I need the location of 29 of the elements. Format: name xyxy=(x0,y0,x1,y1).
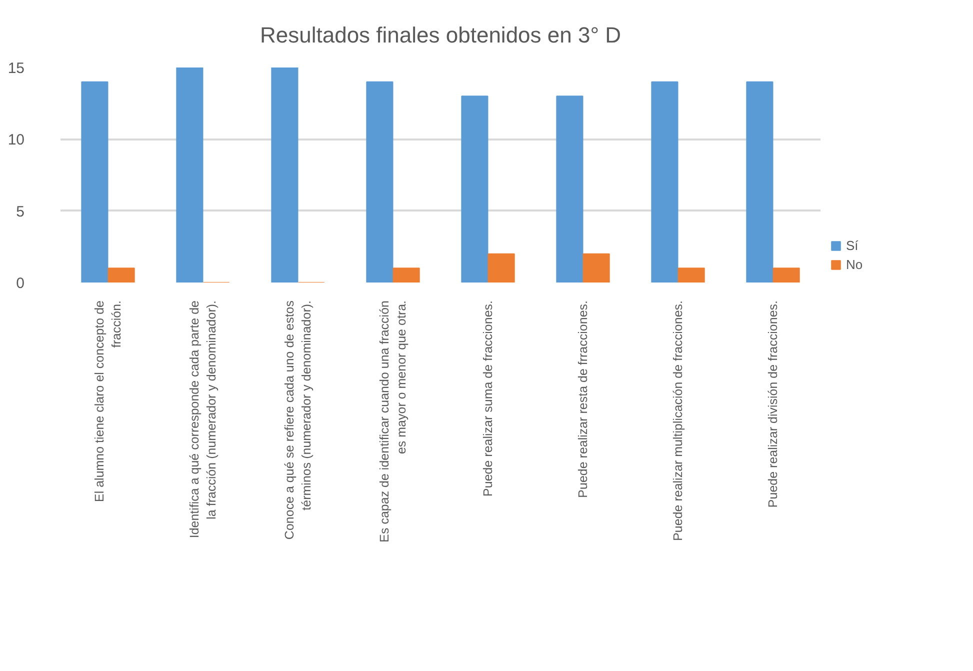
bar xyxy=(556,96,584,282)
bar xyxy=(582,253,610,282)
x-tick-label: Puede realizar multiplicación de fracciones. xyxy=(671,300,685,541)
y-tick-label: 5 xyxy=(16,203,24,220)
bar xyxy=(461,96,488,282)
bar xyxy=(488,253,515,282)
chart-title: Resultados finales obtenidos en 3° D xyxy=(260,22,622,48)
bar xyxy=(651,81,678,282)
bar xyxy=(392,268,420,282)
x-tick-label: Conoce a qué se refiere cada uno de estos términos (numerador y denominador). xyxy=(282,300,314,540)
y-tick-label: 10 xyxy=(8,132,25,149)
x-tick-label: Identifica a qué corresponde cada parte de la fracción (numerador y denominador). xyxy=(188,300,218,538)
bar xyxy=(366,81,394,282)
bar xyxy=(176,68,204,282)
legend-label: Sí xyxy=(846,238,860,253)
y-tick-label: 15 xyxy=(8,60,25,77)
x-tick-label: Puede realizar suma de fracciones. xyxy=(481,300,495,496)
x-tick-label: Es capaz de identificar cuando una fracción es mayor o menor que otra. xyxy=(378,300,408,542)
bar xyxy=(271,68,298,282)
y-tick-label: 0 xyxy=(16,275,24,292)
legend-label: No xyxy=(846,257,864,272)
x-tick-label: El alumno tiene claro el concepto de fracción. xyxy=(92,300,124,502)
bar xyxy=(108,268,135,282)
bar xyxy=(746,81,774,282)
bar xyxy=(678,268,705,282)
x-tick-label: Puede realizar división de fracciones. xyxy=(766,300,780,508)
bar xyxy=(81,81,108,282)
x-tick-label: Puede realizar resta de frracciones. xyxy=(576,300,590,498)
bar xyxy=(772,268,800,282)
